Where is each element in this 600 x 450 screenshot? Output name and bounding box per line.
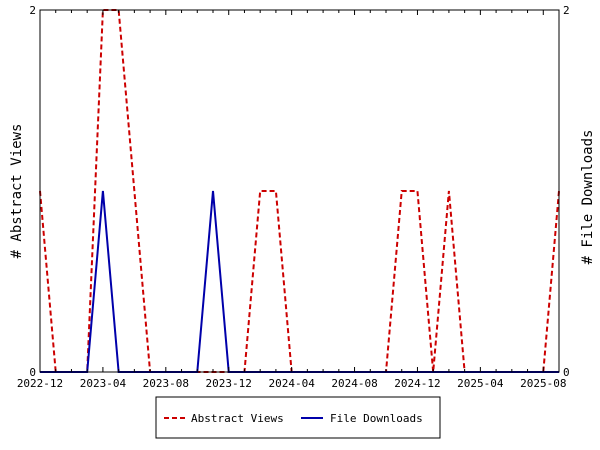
x-tick-label: 2025-04 (457, 377, 504, 390)
y-tick-label-left: 0 (29, 366, 36, 379)
series-layer (39, 9, 560, 373)
y-axis-title-right: # File Downloads (580, 130, 596, 265)
y-tick-label-right: 0 (563, 366, 570, 379)
legend: Abstract Views File Downloads (155, 396, 441, 439)
x-tick-label: 2024-12 (394, 377, 440, 390)
series-line-file-downloads (40, 190, 559, 373)
y-tick-label-left: 2 (29, 4, 36, 17)
axes (39, 9, 560, 373)
y-axis-title-left: # Abstract Views (9, 124, 25, 259)
legend-label-abstract-views: Abstract Views (191, 412, 284, 425)
x-tick-label: 2023-08 (143, 377, 189, 390)
y-tick-label-right: 2 (563, 4, 570, 17)
ticks: 2022-12 2023-04 2023-08 2023-12 2024-04 2024-… (17, 4, 570, 390)
x-tick-label: 2023-04 (80, 377, 127, 390)
series-line-abstract-views (39, 9, 560, 373)
x-tick-label: 2025-08 (520, 377, 566, 390)
x-tick-label: 2022-12 (17, 377, 63, 390)
x-tick-label: 2024-04 (268, 377, 315, 390)
legend-label-file-downloads: File Downloads (330, 412, 423, 425)
plot-frame (39, 9, 560, 373)
x-tick-label: 2024-08 (331, 377, 377, 390)
legend-box (155, 396, 441, 439)
x-tick-label: 2023-12 (206, 377, 252, 390)
